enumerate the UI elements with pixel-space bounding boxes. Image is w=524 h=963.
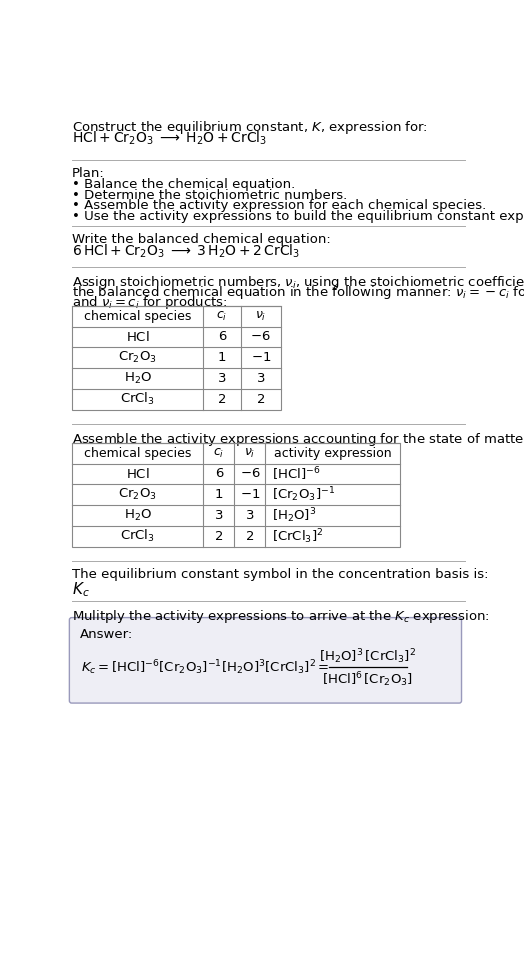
Text: 2: 2 <box>215 530 223 543</box>
Text: chemical species: chemical species <box>84 310 191 323</box>
Text: 1: 1 <box>215 488 223 502</box>
Text: $\mathrm{HCl}$: $\mathrm{HCl}$ <box>126 330 149 344</box>
Text: 6: 6 <box>218 330 226 344</box>
Text: $\mathrm{Cr_2O_3}$: $\mathrm{Cr_2O_3}$ <box>118 487 157 503</box>
Bar <box>72 305 281 409</box>
FancyBboxPatch shape <box>69 617 462 703</box>
Text: $[\mathrm{H_2O}]^{3}\,[\mathrm{CrCl_3}]^{2}$: $[\mathrm{H_2O}]^{3}\,[\mathrm{CrCl_3}]^… <box>319 647 416 666</box>
Text: $[\mathrm{HCl}]^{-6}$: $[\mathrm{HCl}]^{-6}$ <box>271 465 320 482</box>
Text: $c_i$: $c_i$ <box>216 309 228 323</box>
Text: Write the balanced chemical equation:: Write the balanced chemical equation: <box>72 233 331 246</box>
Text: Answer:: Answer: <box>80 628 133 640</box>
Text: • Balance the chemical equation.: • Balance the chemical equation. <box>72 178 295 191</box>
Text: $\mathrm{CrCl_3}$: $\mathrm{CrCl_3}$ <box>120 391 155 407</box>
Text: $\mathrm{CrCl_3}$: $\mathrm{CrCl_3}$ <box>120 529 155 544</box>
Text: 3: 3 <box>246 509 254 522</box>
Text: $[\mathrm{Cr_2O_3}]^{-1}$: $[\mathrm{Cr_2O_3}]^{-1}$ <box>271 485 335 505</box>
Text: $c_i$: $c_i$ <box>213 447 225 459</box>
Text: $[\mathrm{HCl}]^{6}\,[\mathrm{Cr_2O_3}]$: $[\mathrm{HCl}]^{6}\,[\mathrm{Cr_2O_3}]$ <box>322 670 413 690</box>
Text: $\mathrm{Cr_2O_3}$: $\mathrm{Cr_2O_3}$ <box>118 351 157 365</box>
Text: chemical species: chemical species <box>84 447 191 459</box>
Text: 2: 2 <box>246 530 254 543</box>
Text: $\mathrm{H_2O}$: $\mathrm{H_2O}$ <box>124 508 151 523</box>
Text: and $\nu_i = c_i$ for products:: and $\nu_i = c_i$ for products: <box>72 295 227 311</box>
Text: 6: 6 <box>215 467 223 481</box>
Text: $\mathrm{HCl} + \mathrm{Cr_2O_3} \;\longrightarrow\; \mathrm{H_2O} + \mathrm{CrC: $\mathrm{HCl} + \mathrm{Cr_2O_3} \;\long… <box>72 129 267 146</box>
Text: 3: 3 <box>218 372 226 385</box>
Text: Construct the equilibrium constant, $K$, expression for:: Construct the equilibrium constant, $K$,… <box>72 119 428 137</box>
Text: Plan:: Plan: <box>72 168 104 180</box>
Text: $\mathrm{H_2O}$: $\mathrm{H_2O}$ <box>124 371 151 386</box>
Text: $K_c$: $K_c$ <box>72 580 90 599</box>
Text: 1: 1 <box>218 351 226 364</box>
Text: $[\mathrm{H_2O}]^{3}$: $[\mathrm{H_2O}]^{3}$ <box>271 507 316 525</box>
Text: $-1$: $-1$ <box>240 488 260 502</box>
Bar <box>72 443 400 547</box>
Text: $6\,\mathrm{HCl} + \mathrm{Cr_2O_3} \;\longrightarrow\; 3\,\mathrm{H_2O} + 2\,\m: $6\,\mathrm{HCl} + \mathrm{Cr_2O_3} \;\l… <box>72 243 300 260</box>
Text: 2: 2 <box>218 393 226 405</box>
Text: • Determine the stoichiometric numbers.: • Determine the stoichiometric numbers. <box>72 189 347 201</box>
Text: $K_c = [\mathrm{HCl}]^{-6}[\mathrm{Cr_2O_3}]^{-1}[\mathrm{H_2O}]^{3}[\mathrm{CrC: $K_c = [\mathrm{HCl}]^{-6}[\mathrm{Cr_2O… <box>81 659 330 677</box>
Text: $\mathrm{HCl}$: $\mathrm{HCl}$ <box>126 467 149 481</box>
Text: $-6$: $-6$ <box>239 467 260 481</box>
Text: • Use the activity expressions to build the equilibrium constant expression.: • Use the activity expressions to build … <box>72 210 524 223</box>
Text: 3: 3 <box>215 509 223 522</box>
Text: the balanced chemical equation in the following manner: $\nu_i = -c_i$ for react: the balanced chemical equation in the fo… <box>72 284 524 301</box>
Text: $-1$: $-1$ <box>250 351 271 364</box>
Text: $\nu_i$: $\nu_i$ <box>244 447 256 459</box>
Text: Assign stoichiometric numbers, $\nu_i$, using the stoichiometric coefficients, $: Assign stoichiometric numbers, $\nu_i$, … <box>72 274 524 291</box>
Text: 2: 2 <box>257 393 265 405</box>
Text: $-6$: $-6$ <box>250 330 271 344</box>
Text: Mulitply the activity expressions to arrive at the $K_c$ expression:: Mulitply the activity expressions to arr… <box>72 609 489 625</box>
Text: $[\mathrm{CrCl_3}]^{2}$: $[\mathrm{CrCl_3}]^{2}$ <box>271 527 323 546</box>
Text: activity expression: activity expression <box>274 447 391 459</box>
Text: Assemble the activity expressions accounting for the state of matter and $\nu_i$: Assemble the activity expressions accoun… <box>72 431 524 448</box>
Text: • Assemble the activity expression for each chemical species.: • Assemble the activity expression for e… <box>72 199 486 213</box>
Text: The equilibrium constant symbol in the concentration basis is:: The equilibrium constant symbol in the c… <box>72 568 488 582</box>
Text: $\nu_i$: $\nu_i$ <box>255 309 267 323</box>
Text: 3: 3 <box>257 372 265 385</box>
